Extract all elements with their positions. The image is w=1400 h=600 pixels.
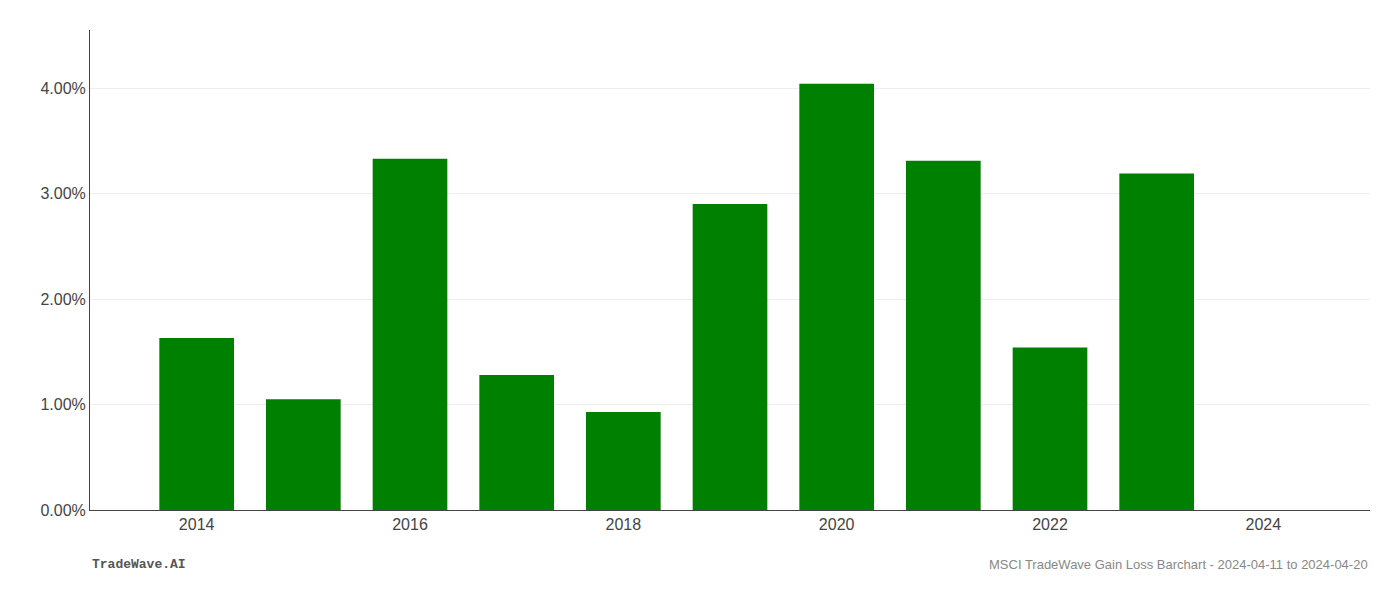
svg-text:2.00%: 2.00% xyxy=(40,291,85,308)
svg-text:TradeWave.AI: TradeWave.AI xyxy=(92,557,186,572)
svg-text:1.00%: 1.00% xyxy=(40,396,85,413)
svg-text:2016: 2016 xyxy=(392,516,428,533)
svg-text:MSCI TradeWave Gain Loss Barch: MSCI TradeWave Gain Loss Barchart - 2024… xyxy=(989,557,1368,572)
svg-text:0.00%: 0.00% xyxy=(40,502,85,519)
svg-text:2020: 2020 xyxy=(819,516,855,533)
svg-text:2014: 2014 xyxy=(179,516,215,533)
svg-text:2024: 2024 xyxy=(1246,516,1282,533)
svg-text:4.00%: 4.00% xyxy=(40,80,85,97)
svg-text:3.00%: 3.00% xyxy=(40,185,85,202)
svg-text:2022: 2022 xyxy=(1032,516,1068,533)
svg-text:2018: 2018 xyxy=(606,516,642,533)
